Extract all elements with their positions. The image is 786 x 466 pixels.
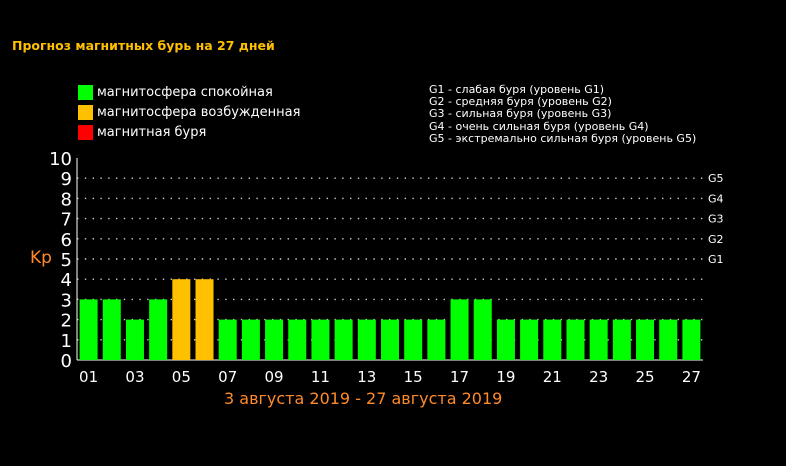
legend-label-storm: магнитная буря: [97, 124, 207, 140]
x-tick-label: 09: [265, 368, 284, 386]
y-tick-label: 8: [61, 189, 72, 210]
storm-level-tick: G1: [708, 253, 724, 266]
bar-26: [659, 319, 678, 360]
bar-19: [496, 319, 515, 360]
y-axis-label: Kp: [30, 248, 52, 268]
x-tick-label: 15: [404, 368, 423, 386]
x-tick-label: 01: [79, 368, 98, 386]
legend-item-storm: магнитная буря: [78, 124, 206, 140]
storm-level-g1: G1 - слабая буря (уровень G1): [429, 83, 605, 96]
storm-level-g3: G3 - сильная буря (уровень G3): [429, 107, 612, 121]
x-tick-label: 21: [543, 368, 562, 386]
bar-23: [589, 319, 608, 360]
y-tick-label: 1: [61, 331, 72, 352]
x-tick-label: 25: [635, 368, 654, 386]
storm-level-tick: G4: [708, 192, 724, 205]
x-tick-label: 27: [682, 368, 701, 386]
bar-03: [125, 319, 144, 360]
bar-12: [334, 319, 353, 360]
y-tick-label: 7: [61, 210, 72, 231]
y-tick-label: 9: [61, 169, 72, 190]
storm-level-legend: G1 - слабая буря (уровень G1) G2 - средн…: [429, 83, 697, 145]
chart-title: Прогноз магнитных бурь на 27 дней: [12, 38, 275, 53]
bar-05: [172, 279, 191, 360]
storm-level-tick: G3: [708, 213, 724, 226]
bar-13: [357, 319, 376, 360]
x-tick-label: 11: [311, 368, 330, 386]
y-tick-label: 10: [49, 149, 72, 170]
bar-27: [682, 319, 701, 360]
bar-14: [381, 319, 399, 360]
legend-swatch-active: [78, 104, 93, 120]
x-tick-label: 23: [589, 368, 608, 386]
bar-08: [241, 319, 260, 360]
bar-22: [566, 319, 585, 360]
x-tick-label: 05: [172, 368, 191, 386]
date-range: 3 августа 2019 - 27 августа 2019: [224, 389, 503, 408]
y-tick-label: 2: [61, 311, 72, 332]
bar-11: [311, 319, 330, 360]
x-tick-label: 19: [496, 368, 515, 386]
bar-01: [79, 299, 98, 360]
legend-item-active: магнитосфера возбужденная: [78, 104, 300, 120]
storm-level-g4: G4 - очень сильная буря (уровень G4): [429, 119, 649, 133]
bar-02: [102, 299, 121, 360]
x-tick-label: 17: [450, 368, 469, 386]
bar-25: [636, 319, 655, 360]
y-tick-label: 4: [61, 270, 72, 291]
legend-item-quiet: магнитосфера спокойная: [78, 84, 273, 100]
legend-swatch-storm: [78, 124, 93, 140]
bar-09: [265, 319, 284, 360]
x-tick-label: 03: [125, 368, 144, 386]
storm-level-tick: G5: [708, 172, 724, 185]
legend-label-active: магнитосфера возбужденная: [97, 104, 301, 120]
bar-16: [427, 319, 446, 360]
y-tick-label: 3: [61, 290, 72, 311]
bar-10: [288, 319, 307, 360]
legend-label-quiet: магнитосфера спокойная: [97, 84, 273, 100]
bar-20: [520, 319, 539, 360]
y-tick-label: 5: [61, 250, 72, 271]
bar-17: [450, 299, 469, 360]
bar-06: [195, 279, 214, 360]
legend-swatch-quiet: [78, 84, 93, 100]
y-tick-label: 6: [61, 230, 72, 251]
bar-07: [218, 319, 237, 360]
storm-level-g5: G5 - экстремально сильная буря (уровень …: [429, 131, 697, 145]
y-tick-label: 0: [61, 351, 72, 372]
bar-24: [612, 319, 631, 360]
storm-level-tick: G2: [708, 233, 724, 246]
x-tick-label: 13: [357, 368, 376, 386]
bar-18: [473, 299, 492, 360]
storm-level-g2: G2 - средняя буря (уровень G2): [429, 95, 612, 109]
bar-21: [543, 319, 562, 360]
bar-15: [404, 319, 423, 360]
x-tick-label: 07: [218, 368, 237, 386]
bar-04: [149, 299, 168, 360]
